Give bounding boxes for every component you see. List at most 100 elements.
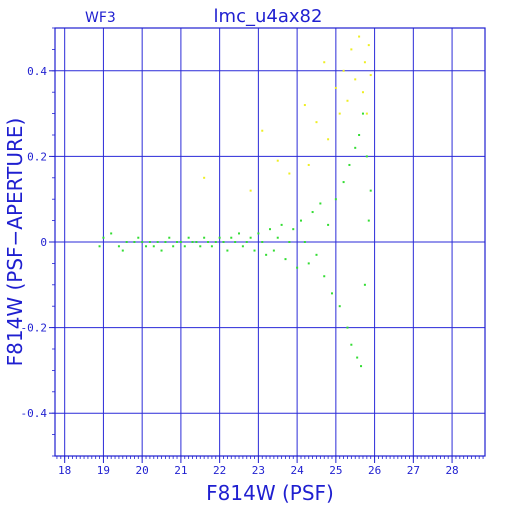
scatter-point	[137, 236, 140, 239]
scatter-point	[288, 241, 291, 243]
scatter-point	[327, 223, 330, 226]
scatter-point	[141, 241, 144, 243]
scatter-point	[98, 245, 101, 248]
scatter-point	[145, 245, 148, 248]
scatter-point	[338, 112, 341, 115]
scatter-point	[195, 241, 198, 243]
corner-label: WF3	[85, 10, 116, 26]
scatter-point	[276, 159, 279, 162]
scatter-point	[315, 121, 318, 124]
x-tick-label: 21	[174, 464, 187, 477]
scatter-point	[183, 245, 186, 248]
scatter-point	[299, 219, 302, 222]
y-tick-label: 0.2	[27, 150, 47, 163]
x-tick-label: 22	[213, 464, 226, 477]
scatter-point	[319, 202, 322, 205]
scatter-point	[363, 283, 366, 286]
x-tick-label: 18	[58, 464, 71, 477]
scatter-point	[360, 365, 363, 368]
scatter-point	[168, 236, 171, 239]
scatter-point	[222, 241, 225, 243]
scatter-point	[218, 236, 221, 239]
x-tick-label: 27	[407, 464, 420, 477]
scatter-point	[179, 241, 182, 243]
scatter-point	[350, 343, 353, 346]
scatter-point	[272, 249, 275, 252]
scatter-point	[303, 241, 306, 243]
y-tick-label: 0	[40, 236, 47, 249]
scatter-point	[334, 198, 337, 201]
scatter-point	[338, 305, 341, 308]
scatter-point	[234, 241, 237, 243]
scatter-point	[102, 236, 105, 239]
y-axis-label: F814W (PSF−APERTURE)	[3, 118, 27, 367]
scatter-point	[156, 241, 159, 243]
scatter-point	[261, 241, 264, 243]
scatter-point	[110, 232, 113, 235]
scatter-point	[265, 253, 268, 256]
scatter-point	[358, 134, 361, 136]
scatter-point	[350, 48, 353, 51]
scatter-point	[348, 163, 351, 166]
scatter-point	[117, 245, 120, 248]
scatter-point	[307, 163, 310, 166]
scatter-point	[342, 69, 345, 72]
x-tick-label: 24	[290, 464, 304, 477]
chart-title: lmc_u4ax82	[214, 6, 323, 27]
scatter-point	[253, 249, 256, 252]
axis-ticks	[49, 27, 484, 463]
scatter-point	[315, 253, 318, 256]
scatter-point	[199, 245, 202, 248]
scatter-point	[210, 245, 213, 248]
scatter-point	[214, 241, 217, 243]
scatter-point	[367, 44, 370, 47]
scatter-points	[98, 35, 372, 368]
scatter-point	[148, 241, 151, 243]
scatter-point	[230, 236, 233, 239]
scatter-point	[187, 236, 190, 239]
scatter-point	[203, 236, 206, 239]
scatter-point	[261, 129, 264, 132]
grid-lines	[55, 28, 485, 456]
scatter-point	[280, 223, 283, 226]
scatter-point	[369, 74, 372, 77]
scatter-point	[365, 155, 368, 158]
scatter-point	[172, 245, 175, 248]
scatter-point	[311, 211, 314, 214]
scatter-point	[257, 232, 260, 235]
scatter-point	[342, 181, 345, 184]
scatter-point	[363, 61, 366, 64]
scatter-point	[276, 236, 279, 239]
scatter-point	[288, 172, 291, 175]
scatter-point	[226, 249, 229, 252]
x-axis-label: F814W (PSF)	[206, 481, 334, 505]
x-tick-label: 19	[97, 464, 110, 477]
scatter-point	[330, 292, 333, 295]
scatter-point	[164, 241, 167, 243]
scatter-point	[203, 176, 206, 179]
scatter-point	[361, 91, 364, 94]
y-tick-label: 0.4	[27, 65, 47, 78]
scatter-point	[269, 228, 271, 231]
scatter-point	[152, 245, 155, 248]
scatter-point	[354, 146, 357, 149]
scatter-point	[323, 61, 326, 64]
scatter-point	[238, 232, 241, 235]
scatter-point	[303, 104, 306, 107]
y-tick-label: -0.4	[21, 407, 48, 420]
y-tick-label: -0.2	[21, 322, 48, 335]
scatter-point	[361, 112, 364, 115]
scatter-point	[176, 241, 179, 243]
x-tick-label: 28	[445, 464, 458, 477]
scatter-point	[356, 356, 359, 359]
x-tick-label: 23	[252, 464, 265, 477]
x-tick-label: 20	[136, 464, 149, 477]
scatter-point	[292, 228, 295, 231]
scatter-point	[241, 245, 244, 248]
scatter-point	[245, 241, 248, 243]
scatter-point	[249, 189, 252, 192]
scatter-point	[369, 189, 372, 192]
scatter-point	[191, 241, 194, 243]
scatter-point	[284, 258, 287, 261]
